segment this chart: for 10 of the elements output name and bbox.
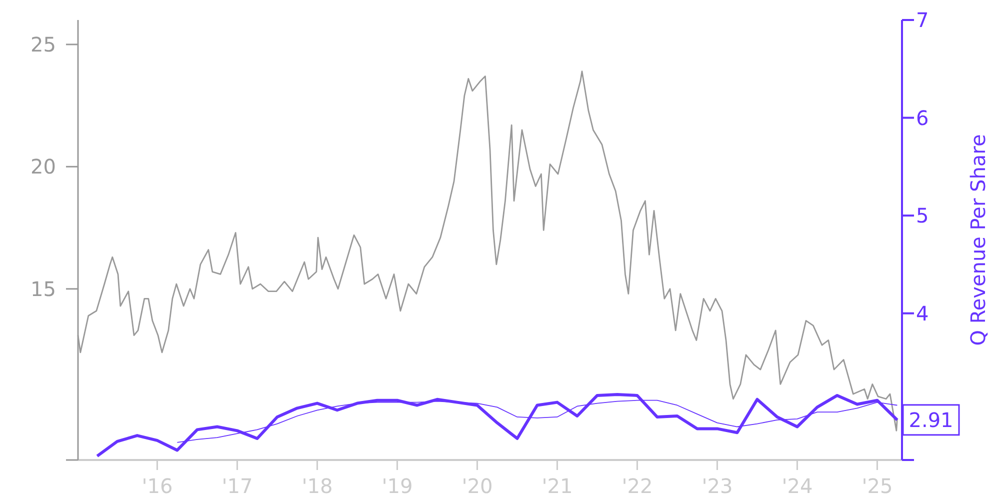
data-label: 2.91 <box>908 408 954 432</box>
y-tick-label: 25 <box>30 32 56 56</box>
line-series <box>96 392 899 458</box>
y-tick-label: 15 <box>30 276 56 301</box>
y2-tick-label: 7 <box>916 8 929 32</box>
y2-tick-label: 4 <box>916 301 929 326</box>
y2-tick-label: 6 <box>916 106 929 130</box>
y2-tick-label: 5 <box>916 204 929 228</box>
y-tick-label: 20 <box>30 154 56 179</box>
y2-axis-title: Q Revenue Per Share <box>966 134 990 346</box>
